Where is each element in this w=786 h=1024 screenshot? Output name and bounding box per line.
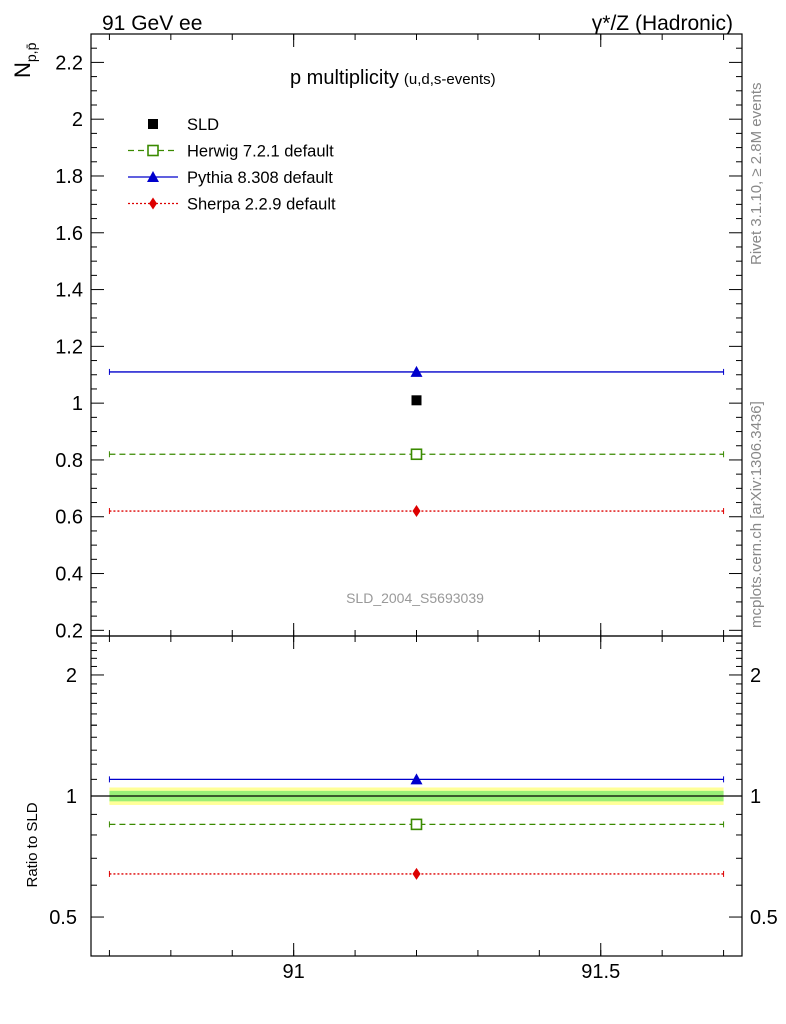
main-y-tick-label: 0.4 (55, 564, 83, 586)
main-y-tick-label: 2.2 (55, 52, 83, 74)
ratio-axis-label: Ratio to SLD (24, 802, 41, 887)
ratio-y-tick-label-right: 2 (750, 665, 761, 687)
x-tick-label: 91.5 (581, 961, 620, 983)
mcplots-label: mcplots.cern.ch [arXiv:1306.3436] (748, 401, 765, 628)
main-y-tick-label: 1.2 (55, 336, 83, 358)
chart-title-suffix: (u,d,s-events) (404, 71, 496, 88)
main-y-tick-label: 0.8 (55, 450, 83, 472)
legend: SLD Herwig 7.2.1 default Pythia 8.308 defa… (128, 116, 336, 214)
main-y-tick-label: 1 (72, 393, 83, 415)
main-y-tick-label: 1.6 (55, 223, 83, 245)
legend-entry: SLD (187, 116, 219, 134)
legend-marker (147, 144, 159, 157)
mc-marker (410, 365, 423, 377)
legend-marker (149, 197, 157, 210)
x-tick-label: 91 (283, 961, 305, 983)
y-axis-label-main: N (10, 62, 35, 78)
data-point (411, 395, 422, 406)
legend-entry: Herwig 7.2.1 default (187, 143, 334, 161)
legend-marker (147, 171, 159, 182)
main-y-tick-label: 1.4 (55, 280, 83, 302)
ratio-mc-marker (410, 773, 423, 785)
rivet-label: Rivet 3.1.10, ≥ 2.8M events (748, 83, 765, 266)
main-y-tick-label: 1.8 (55, 166, 83, 188)
ratio-y-tick-label-right: 1 (750, 786, 761, 808)
header-left: 91 GeV ee (102, 12, 202, 35)
legend-marker (148, 119, 158, 129)
main-y-tick-label: 2 (72, 109, 83, 131)
mc-marker (412, 505, 421, 518)
legend-entry: Pythia 8.308 default (187, 169, 333, 187)
ratio-mc-marker (410, 818, 423, 831)
chart-title: p multiplicity (u,d,s-events) (290, 67, 496, 89)
main-plot: 0.2 0.4 0.6 0.8 1 1.2 1.4 1.6 1.8 2 2.2 (55, 33, 743, 642)
mc-marker (410, 448, 423, 461)
legend-entry: Sherpa 2.2.9 default (187, 196, 336, 214)
main-y-tick-label: 0.6 (55, 507, 83, 529)
ratio-mc-marker (412, 867, 421, 880)
chart-title-main: p multiplicity (290, 67, 399, 89)
ratio-y-tick-label: 0.5 (49, 907, 77, 929)
header-right: γ*/Z (Hadronic) (592, 12, 733, 35)
ratio-plot: 0.5 0.5 1 1 2 2 91 91.5 (49, 635, 778, 983)
ratio-y-tick-label-right: 0.5 (750, 907, 778, 929)
ratio-y-tick-label: 2 (66, 665, 77, 687)
main-y-tick-label: 0.2 (55, 620, 83, 642)
y-axis-label: Np,p̄ (10, 42, 39, 78)
ratio-y-tick-label: 1 (66, 786, 77, 808)
analysis-id: SLD_2004_S5693039 (346, 590, 484, 606)
y-axis-label-sub: p,p̄ (23, 42, 39, 62)
